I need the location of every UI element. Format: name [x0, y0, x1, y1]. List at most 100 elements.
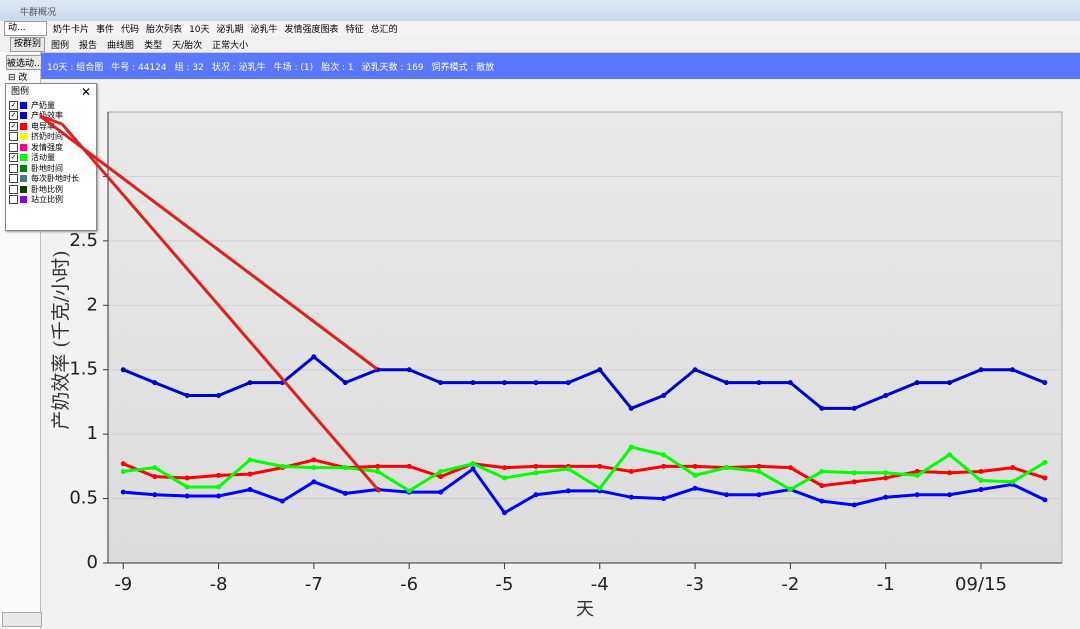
legend-item[interactable]: 卧地比例	[6, 184, 96, 195]
toolbar-item[interactable]: 报告	[79, 40, 98, 51]
legend-item[interactable]: 站立比例	[6, 195, 96, 206]
data-point	[819, 498, 825, 504]
data-point	[501, 380, 507, 386]
toolbar-item[interactable]: 曲线图	[107, 40, 135, 51]
legend-item[interactable]: ✓ 产奶效率	[6, 111, 96, 122]
toolbar: 按群别 图例 报告 曲线图 类型 天/胎次 正常大小	[0, 36, 1080, 53]
legend-item[interactable]: ✓ 产奶量	[6, 100, 96, 111]
checkbox[interactable]	[9, 195, 18, 205]
legend-item[interactable]: 每次卧地时长	[6, 174, 96, 185]
legend-label: 发情强度	[31, 142, 63, 152]
dropdown[interactable]: 动...	[4, 21, 47, 36]
data-point	[279, 498, 285, 504]
info-field: 牛号 : 44124	[111, 62, 167, 73]
menu-item[interactable]: 奶牛卡片	[53, 25, 90, 35]
data-point	[597, 463, 603, 469]
toolbar-item[interactable]: 类型	[144, 40, 163, 51]
data-point	[406, 488, 412, 494]
x-tick-label: 09/15	[955, 574, 1007, 595]
tree-label: 改	[18, 73, 28, 83]
menu-item[interactable]: 胎次列表	[146, 25, 183, 35]
y-tick-label: 2.5	[69, 230, 98, 251]
data-point	[978, 487, 984, 493]
data-point	[216, 493, 222, 499]
x-tick-label: -2	[781, 574, 799, 595]
x-tick-label: -8	[210, 574, 228, 595]
legend-item[interactable]: 卧地时间	[6, 163, 96, 174]
tree-item[interactable]: ⊟ 改	[8, 73, 28, 83]
data-point	[311, 354, 317, 360]
data-point	[756, 492, 762, 498]
checkbox[interactable]: ✓	[9, 100, 18, 110]
data-point	[470, 380, 476, 386]
data-point	[756, 469, 762, 475]
menu-bar: 动... 奶牛卡片 事件 代码 胎次列表 10天 泌乳期 泌乳牛 发情强度图表 特征 总汇的	[0, 21, 1080, 36]
data-point	[216, 472, 222, 478]
data-point	[438, 469, 444, 475]
checkbox[interactable]: ✓	[9, 111, 18, 121]
menu-item[interactable]: 代码	[121, 25, 140, 35]
y-tick-label: 1.5	[69, 359, 98, 380]
toolbar-item[interactable]: 天/胎次	[172, 40, 203, 51]
checkbox[interactable]: ✓	[9, 153, 18, 163]
data-point	[375, 487, 381, 493]
data-point	[851, 405, 857, 411]
group-button[interactable]: 按群别	[10, 36, 46, 52]
menu-item[interactable]: 总汇的	[370, 25, 398, 35]
x-tick-label: -3	[686, 574, 704, 595]
legend-label: 站立比例	[31, 195, 63, 205]
y-tick-label: 2	[87, 294, 98, 315]
legend-item[interactable]: ✓ 活动量	[6, 153, 96, 164]
data-point	[724, 380, 730, 386]
legend-swatch	[20, 175, 27, 183]
data-point	[819, 405, 825, 411]
menu-item[interactable]: 泌乳牛	[250, 25, 278, 35]
data-point	[438, 474, 444, 480]
legend-swatch	[20, 164, 27, 172]
data-point	[724, 465, 730, 471]
scrollbar[interactable]	[2, 612, 42, 627]
checkbox[interactable]	[9, 142, 18, 152]
checkbox[interactable]	[9, 184, 18, 194]
data-point	[1009, 479, 1015, 485]
y-axis-label: 产奶效率 (千克/小时)	[50, 250, 72, 429]
data-point	[247, 487, 253, 493]
data-point	[406, 367, 412, 373]
menu-item[interactable]: 发情强度图表	[284, 25, 339, 35]
checkbox[interactable]	[9, 163, 18, 173]
legend-item[interactable]: 挤奶时间	[6, 132, 96, 143]
data-point	[851, 470, 857, 476]
data-point	[661, 392, 667, 398]
menu-item[interactable]: 特征	[345, 25, 364, 35]
data-point	[533, 380, 539, 386]
y-tick-label: 1	[87, 423, 98, 444]
checkbox[interactable]: ✓	[9, 121, 18, 131]
menu-item[interactable]: 10天	[189, 25, 210, 35]
x-tick-label: -9	[114, 574, 132, 595]
toolbar-item[interactable]: 图例	[51, 40, 70, 51]
checkbox[interactable]	[9, 174, 18, 184]
menu-item[interactable]: 事件	[96, 25, 115, 35]
legend-label: 每次卧地时长	[31, 174, 79, 184]
data-point	[883, 494, 889, 500]
data-point	[978, 478, 984, 484]
legend-label: 卧地时间	[31, 163, 63, 173]
data-point	[1042, 380, 1048, 386]
data-point	[279, 380, 285, 386]
x-tick-label: -5	[495, 574, 513, 595]
x-tick-label: -6	[400, 574, 418, 595]
data-point	[152, 492, 158, 498]
data-point	[756, 463, 762, 469]
legend-title: 图例	[11, 87, 30, 97]
data-point	[1009, 465, 1015, 471]
close-button[interactable]: ✕	[80, 85, 91, 99]
toolbar-item[interactable]: 正常大小	[212, 40, 249, 51]
menu-item[interactable]: 泌乳期	[216, 25, 244, 35]
data-point	[152, 380, 158, 386]
legend-item[interactable]: 发情强度	[6, 142, 96, 153]
checkbox[interactable]	[9, 132, 18, 142]
legend-item[interactable]: ✓ 电导率	[6, 121, 96, 132]
legend-swatch	[20, 133, 27, 141]
data-point	[661, 496, 667, 502]
